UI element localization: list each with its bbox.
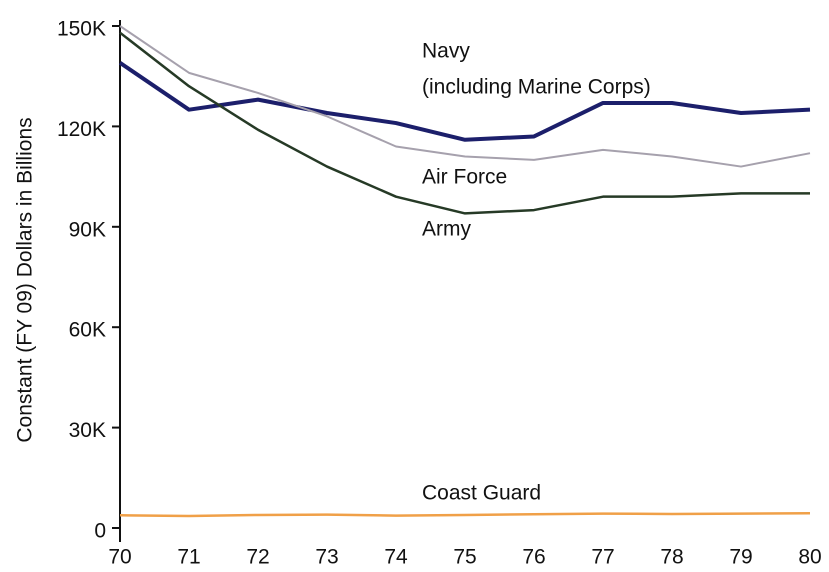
series-line [119,25,811,168]
series-line [119,31,810,215]
x-tick-label: 80 [798,546,821,569]
x-tick-label: 72 [246,546,269,569]
series-line [118,61,811,142]
series-label: Coast Guard [422,482,541,505]
x-tick-label: 73 [315,546,338,569]
y-tick-label: 0 [94,520,106,543]
y-tick-label: 150K [57,18,106,41]
series-label: Army [422,218,471,241]
y-axis-label: Constant (FY 09) Dollars in Billions [14,117,37,442]
series-line [119,512,811,518]
series-label: Navy [422,40,470,63]
y-tick-label: 60K [69,319,106,342]
x-tick-label: 79 [729,546,752,569]
annotation: (including Marine Corps) [422,76,651,99]
x-tick-label: 78 [660,546,683,569]
x-tick-label: 71 [177,546,200,569]
x-tick-label: 74 [384,546,408,569]
x-tick-label: 75 [453,546,476,569]
series-label: Air Force [422,166,507,189]
y-tick-label: 120K [57,118,106,141]
x-tick-label: 77 [591,546,614,569]
x-tick-label: 70 [108,546,131,569]
x-tick-label: 76 [522,546,545,569]
y-tick-label: 30K [69,419,106,442]
y-tick-label: 90K [69,218,106,241]
